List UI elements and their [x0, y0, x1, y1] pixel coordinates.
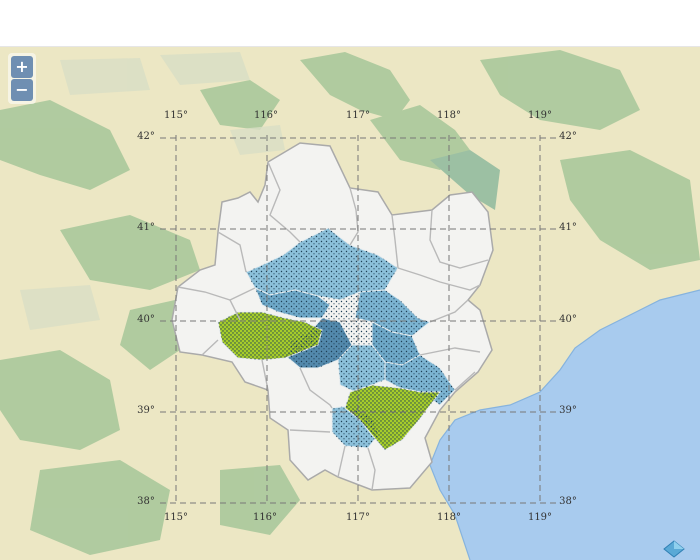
lon-label-bottom: 119°: [528, 512, 552, 523]
map-canvas[interactable]: 115° 116° 117° 118° 119° 115° 116° 117° …: [0, 47, 700, 560]
lon-label-bottom: 117°: [346, 512, 370, 523]
map-viewport[interactable]: 115° 116° 117° 118° 119° 115° 116° 117° …: [0, 47, 700, 560]
sea-shore: [429, 289, 700, 560]
plus-icon: +: [15, 57, 29, 76]
graticule: [160, 135, 556, 505]
lon-label-top: 119°: [528, 110, 552, 121]
lon-label-bottom: 116°: [253, 512, 277, 523]
zoom-control: + −: [8, 53, 36, 104]
lat-label-right: 41°: [559, 222, 577, 233]
lon-label-top: 117°: [346, 110, 370, 121]
lat-label-right: 40°: [559, 314, 577, 325]
lon-label-top: 115°: [164, 110, 188, 121]
lon-label-top: 116°: [254, 110, 278, 121]
sea: [430, 290, 700, 560]
lat-label-right: 42°: [559, 131, 577, 142]
vegetation-layer: [0, 50, 700, 555]
lat-label-right: 39°: [559, 405, 577, 416]
lighter-patches: [20, 52, 285, 330]
diamond-icon[interactable]: [663, 540, 685, 560]
lon-label-bottom: 115°: [164, 512, 188, 523]
graticule-labels: 115° 116° 117° 118° 119° 115° 116° 117° …: [137, 110, 577, 523]
lon-label-bottom: 118°: [437, 512, 461, 523]
zoom-out-button[interactable]: −: [11, 79, 33, 101]
lat-label-left: 41°: [137, 222, 155, 233]
lon-label-top: 118°: [437, 110, 461, 121]
lat-label-left: 40°: [137, 314, 155, 325]
lat-label-left: 39°: [137, 405, 155, 416]
top-bar: [0, 0, 700, 47]
lat-label-left: 38°: [137, 496, 155, 507]
minus-icon: −: [15, 80, 29, 99]
zoom-in-button[interactable]: +: [11, 56, 33, 78]
lat-label-right: 38°: [559, 496, 577, 507]
region-group[interactable]: [171, 142, 494, 491]
lat-label-left: 42°: [137, 131, 155, 142]
